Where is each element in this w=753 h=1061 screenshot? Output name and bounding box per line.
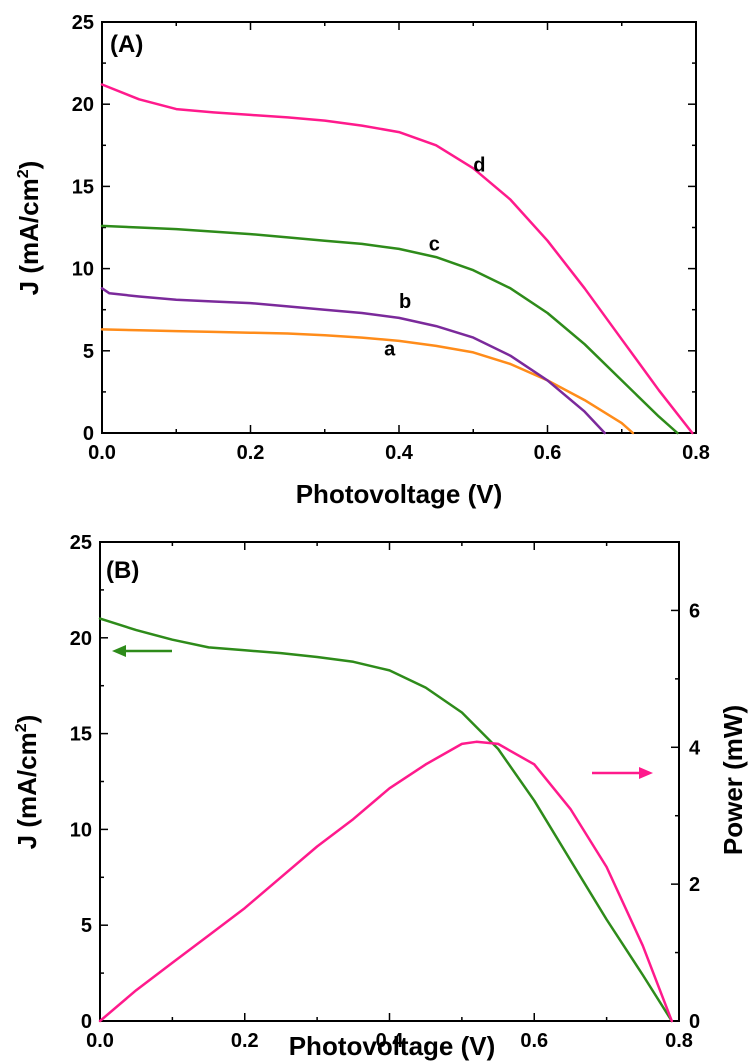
panel-a-x-tick-label: 0.8 <box>682 442 710 464</box>
panel-b-axis-arrows <box>112 645 653 779</box>
panel-b-y2-tick-label: 4 <box>689 737 701 759</box>
panel-a-series-d <box>102 85 692 434</box>
panel-b-y-tick-label: 25 <box>70 532 92 554</box>
panel-a-curve-label-d: d <box>473 155 485 177</box>
panel-b-y2-tick-label: 6 <box>689 600 700 622</box>
panel-b-plot-frame <box>100 542 679 1021</box>
panel-b-series-group <box>100 619 672 1021</box>
panel-a-y-tick-label: 10 <box>72 259 94 281</box>
panel-a-x-axis-title: Photovoltage (V) <box>296 479 503 509</box>
panel-b-y2-tick-label: 0 <box>689 1011 700 1033</box>
panel-b-arrow-head-right-axis <box>639 767 653 779</box>
panel-a-series-group <box>102 85 692 434</box>
panel-b-x-tick-label: 0.8 <box>665 1030 693 1052</box>
panel-a-y-tick-label: 5 <box>83 341 94 363</box>
panel-a-y-tick-label: 20 <box>72 94 94 116</box>
panel-a-chart: (A) 0.0 0.2 0.4 0.6 0.8 0 5 10 15 20 25 a b c d Photo… <box>14 12 710 509</box>
panel-b-y-axis-title-close: ) <box>12 715 42 724</box>
panel-a-y-tick-label: 0 <box>83 423 94 445</box>
panel-a-x-tick-label: 0.4 <box>385 442 414 464</box>
panel-b-y-tick-label: 5 <box>81 915 92 937</box>
panel-b-x-tick-label: 0.0 <box>86 1030 114 1052</box>
panel-a-y-axis-title-main: J (mA/cm <box>14 178 44 295</box>
panel-a-series-c <box>102 226 677 433</box>
panel-b-x-tick-label: 0.2 <box>231 1030 259 1052</box>
panel-a-x-tick-label: 0.2 <box>237 442 265 464</box>
panel-b-x-tick-label: 0.6 <box>520 1030 548 1052</box>
panel-b-arrow-head-left-axis <box>112 645 126 657</box>
panel-b-y-tick-label: 10 <box>70 819 92 841</box>
panel-a-x-tick-label: 0.0 <box>88 442 116 464</box>
panel-b-y-tick-label: 20 <box>70 628 92 650</box>
panel-b-x-axis-title: Photovoltage (V) <box>289 1031 496 1061</box>
panel-b-y2-tick-label: 2 <box>689 874 700 896</box>
panel-b-series-power <box>100 742 672 1021</box>
panel-b-y-axis-title-sup: 2 <box>13 723 30 732</box>
panel-a-curve-label-b: b <box>399 291 411 313</box>
panel-b-y2-axis-title: Power (mW) <box>718 705 748 855</box>
panel-a-curve-label-c: c <box>429 234 440 256</box>
panel-a-axes: 0.0 0.2 0.4 0.6 0.8 0 5 10 15 20 25 <box>72 12 710 464</box>
panel-b-y-tick-label: 15 <box>70 724 92 746</box>
panel-a-y-axis-title-sup: 2 <box>15 169 32 178</box>
panel-a-y-axis-title-close: ) <box>14 161 44 170</box>
panel-a-series-a <box>102 329 633 433</box>
panel-b-y-tick-label: 0 <box>81 1011 92 1033</box>
panel-a-y-tick-label: 25 <box>72 12 94 34</box>
panel-b-y-axis-title: J (mA/cm2) <box>12 715 42 850</box>
panel-b-label: (B) <box>106 557 139 584</box>
panel-a-y-tick-label: 15 <box>72 176 94 198</box>
panel-a-curve-label-a: a <box>384 339 396 361</box>
panel-a-y-axis-title: J (mA/cm2) <box>14 161 44 296</box>
panel-a-series-b <box>102 288 605 433</box>
panel-b-y-axis-title-main: J (mA/cm <box>12 732 42 849</box>
panel-b-series-current <box>100 619 672 1021</box>
panel-a-label: (A) <box>110 31 143 58</box>
panel-a-plot-frame <box>102 22 696 433</box>
panel-a-x-tick-label: 0.6 <box>534 442 562 464</box>
